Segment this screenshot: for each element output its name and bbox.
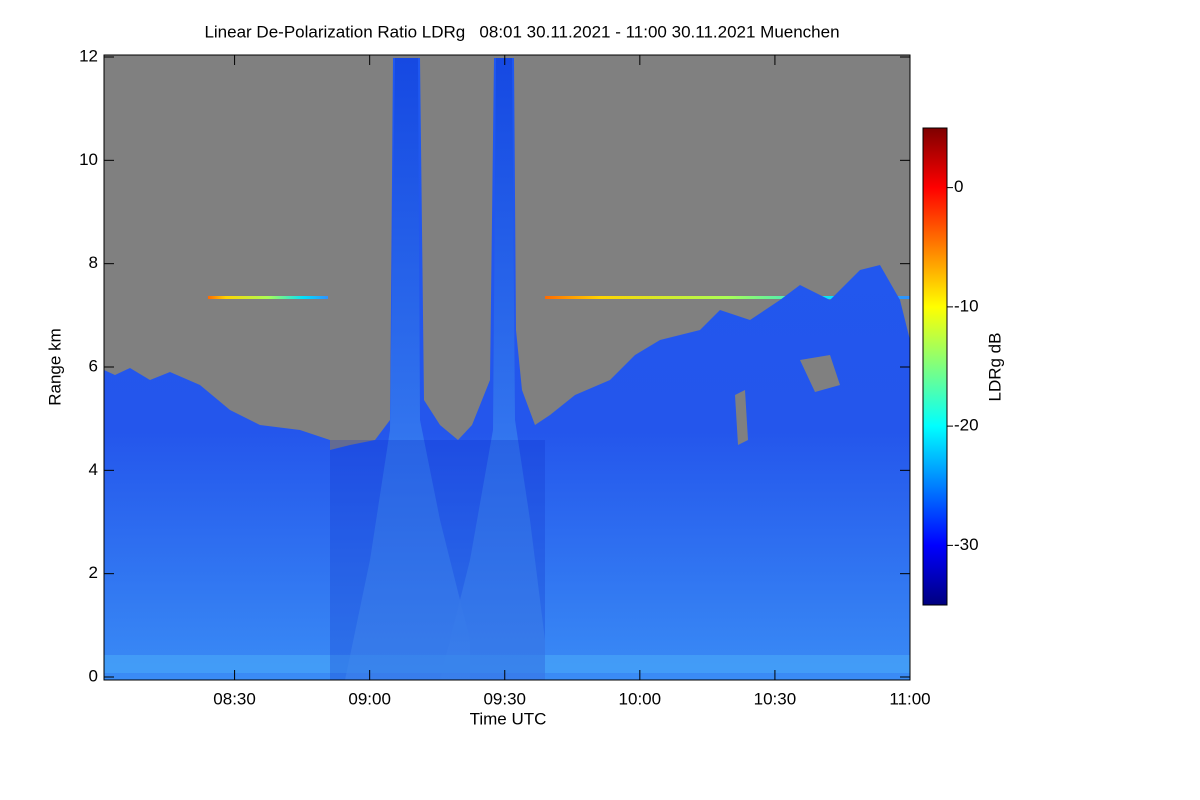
colorbar-tick-label: -20 [954, 416, 979, 435]
x-axis-label: Time UTC [470, 709, 547, 728]
x-tick-label: 09:00 [348, 689, 391, 708]
y-tick-label: 10 [79, 150, 98, 169]
y-tick-label: 12 [79, 46, 98, 65]
colorbar-tick-label: -30 [954, 535, 979, 554]
colorbar-tick-label: 0 [954, 177, 963, 196]
x-tick-label: 09:30 [483, 689, 526, 708]
y-tick-label: 8 [89, 253, 98, 272]
x-tick-label: 10:30 [754, 689, 797, 708]
colorbar-tick-label: -10 [954, 296, 979, 315]
y-axis-label: Range km [45, 328, 64, 405]
x-tick-label: 11:00 [889, 689, 930, 708]
x-tick-label: 10:00 [619, 689, 662, 708]
y-tick-label: 4 [89, 460, 98, 479]
chart-title: Linear De-Polarization Ratio LDRg 08:01 … [204, 22, 839, 41]
heatmap-field [104, 55, 910, 680]
x-tick-label: 08:30 [213, 689, 256, 708]
y-tick-label: 6 [89, 356, 98, 375]
y-tick-label: 0 [89, 666, 98, 685]
colorbar [922, 127, 948, 606]
colorbar-label: LDRg dB [985, 333, 1004, 402]
y-tick-label: 2 [89, 563, 98, 582]
